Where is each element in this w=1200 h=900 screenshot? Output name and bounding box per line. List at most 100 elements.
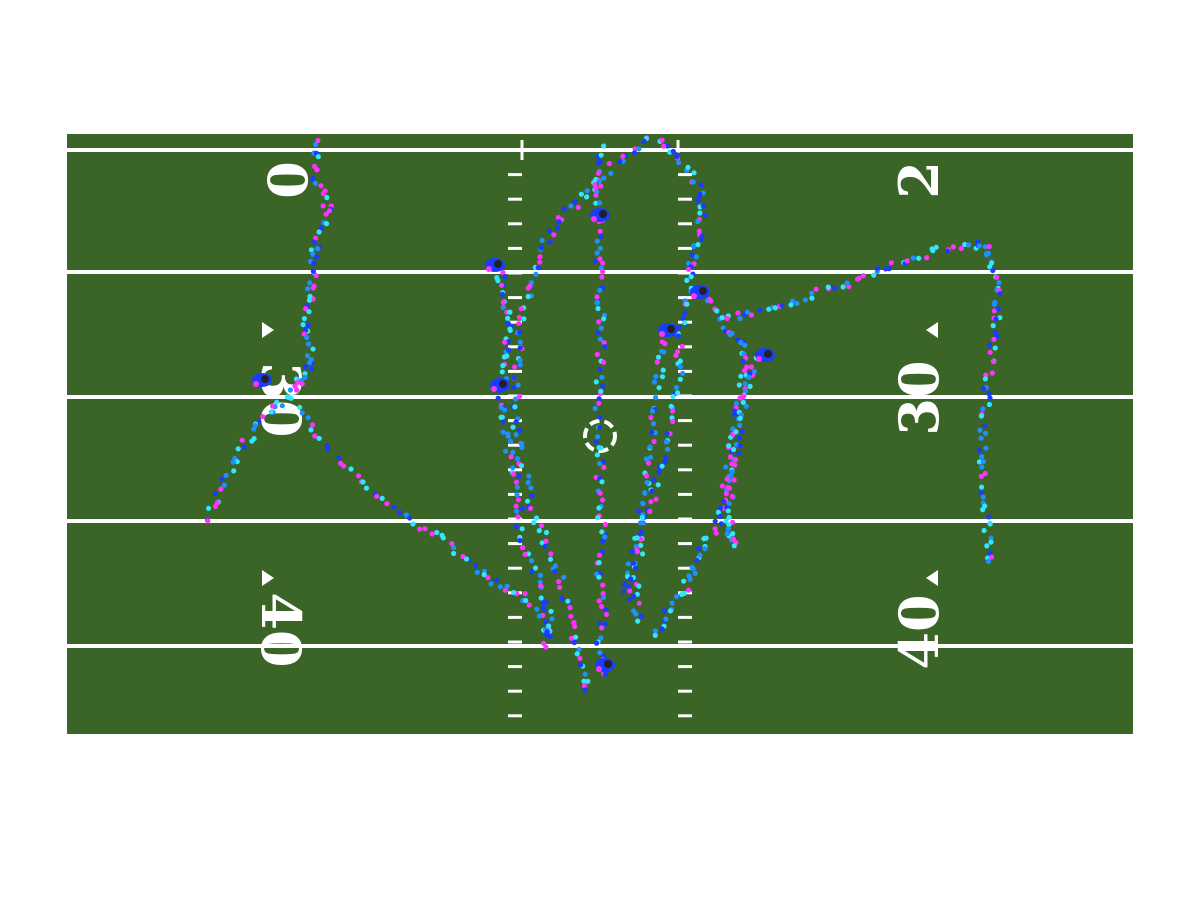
trajectory-dot	[594, 452, 601, 458]
trajectory-dot	[644, 479, 650, 485]
trajectory-dot	[675, 333, 681, 339]
trajectory-dot	[659, 137, 665, 143]
trajectory-dot	[547, 634, 554, 640]
trajectory-dot	[981, 459, 987, 465]
trajectory-dot	[314, 254, 320, 260]
trajectory-dot	[595, 434, 601, 440]
trajectory-dot	[608, 170, 614, 176]
trajectory-dot	[598, 635, 604, 641]
trajectory-dot	[515, 382, 521, 388]
trajectory-dot	[631, 560, 637, 566]
trajectory-dot	[729, 330, 735, 336]
trajectory-dot	[986, 391, 992, 397]
trajectory-dot	[549, 616, 555, 622]
trajectory-dot	[874, 265, 881, 271]
trajectory-dot	[741, 368, 748, 374]
trajectory-dot	[737, 315, 743, 322]
trajectory-dot	[531, 520, 537, 526]
trajectory-dot	[978, 435, 984, 441]
trajectory-dot	[303, 306, 309, 312]
trajectory-dot	[740, 358, 746, 364]
trajectory-dot	[742, 381, 748, 387]
trajectory-dot	[670, 393, 676, 400]
trajectory-dot	[499, 282, 505, 288]
trajectory-dot	[581, 683, 588, 689]
trajectory-dot	[440, 535, 446, 541]
trajectory-dot	[985, 558, 992, 565]
trajectory-dot	[518, 463, 525, 469]
player-marker-icon	[595, 658, 615, 672]
trajectory-dot	[340, 463, 347, 469]
trajectory-dot	[738, 339, 744, 346]
trajectory-dot	[596, 560, 602, 566]
trajectory-dot	[723, 518, 729, 524]
trajectory-dot	[982, 423, 988, 429]
trajectory-dot	[316, 229, 322, 235]
trajectory-dot	[990, 323, 996, 329]
trajectory-dot	[987, 349, 993, 355]
trajectory-dot	[313, 141, 319, 148]
trajectory-dot	[651, 477, 657, 483]
trajectory-dot	[681, 578, 687, 584]
trajectory-dot	[517, 427, 523, 433]
trajectory-dot	[294, 387, 300, 393]
trajectory-dot	[310, 268, 316, 274]
trajectory-dot	[698, 236, 705, 242]
trajectory-dot	[249, 438, 255, 444]
trajectory-dot	[516, 473, 522, 479]
trajectory-dot	[302, 364, 309, 370]
trajectory-dot	[538, 595, 544, 601]
trajectory-dot	[962, 241, 968, 248]
trajectory-dot	[270, 403, 276, 409]
trajectory-dot	[648, 454, 654, 460]
trajectory-dot	[543, 619, 549, 625]
trajectory-dot	[646, 460, 652, 466]
trajectory-dot	[571, 639, 578, 646]
trajectory-dot	[520, 545, 526, 551]
trajectory-dot	[748, 364, 754, 370]
trajectory-dot	[602, 344, 608, 350]
trajectory-dot	[513, 503, 519, 509]
trajectory-dot	[675, 390, 681, 396]
trajectory-dot	[731, 477, 737, 483]
trajectory-dot	[652, 628, 658, 634]
trajectory-dot	[674, 594, 680, 600]
trajectory-dot	[460, 553, 466, 560]
trajectory-dot	[871, 272, 877, 278]
trajectory-dot	[663, 616, 669, 622]
trajectory-dot	[601, 316, 607, 322]
trajectory-dot	[417, 526, 423, 532]
trajectory-dot	[670, 408, 676, 414]
trajectory-dot	[602, 521, 609, 528]
trajectory-dot	[568, 613, 574, 619]
trajectory-dot	[539, 237, 545, 243]
trajectory-dot	[840, 284, 846, 290]
trajectory-dot	[577, 655, 583, 661]
trajectory-dot	[597, 200, 603, 206]
trajectory-dot	[690, 179, 696, 185]
direction-arrows	[262, 322, 938, 586]
trajectory-dot	[595, 515, 601, 521]
trajectory-dot	[205, 518, 211, 524]
trajectory-dot	[712, 526, 718, 532]
trajectory-dot	[311, 239, 317, 245]
trajectory-dot	[725, 526, 731, 532]
trajectory-dot	[663, 439, 670, 445]
trajectory-dot	[511, 364, 518, 370]
trajectory-dot	[636, 600, 642, 606]
center-marker-icon	[583, 419, 617, 453]
turf	[67, 134, 1133, 734]
trajectory-dot	[996, 280, 1002, 286]
trajectory-dot	[649, 488, 655, 494]
trajectory-dot	[306, 309, 312, 315]
trajectory-dot	[310, 346, 316, 352]
yard-numbers-left: 0 30 40	[249, 161, 319, 667]
trajectory-dot	[599, 625, 605, 631]
trajectory-dot	[500, 269, 506, 276]
trajectory-dot	[597, 228, 603, 234]
trajectory-dot	[595, 330, 601, 336]
trajectory-dot	[636, 146, 642, 152]
trajectory-dot	[991, 336, 997, 342]
trajectory-dot	[989, 260, 995, 266]
trajectory-dot	[223, 472, 229, 479]
